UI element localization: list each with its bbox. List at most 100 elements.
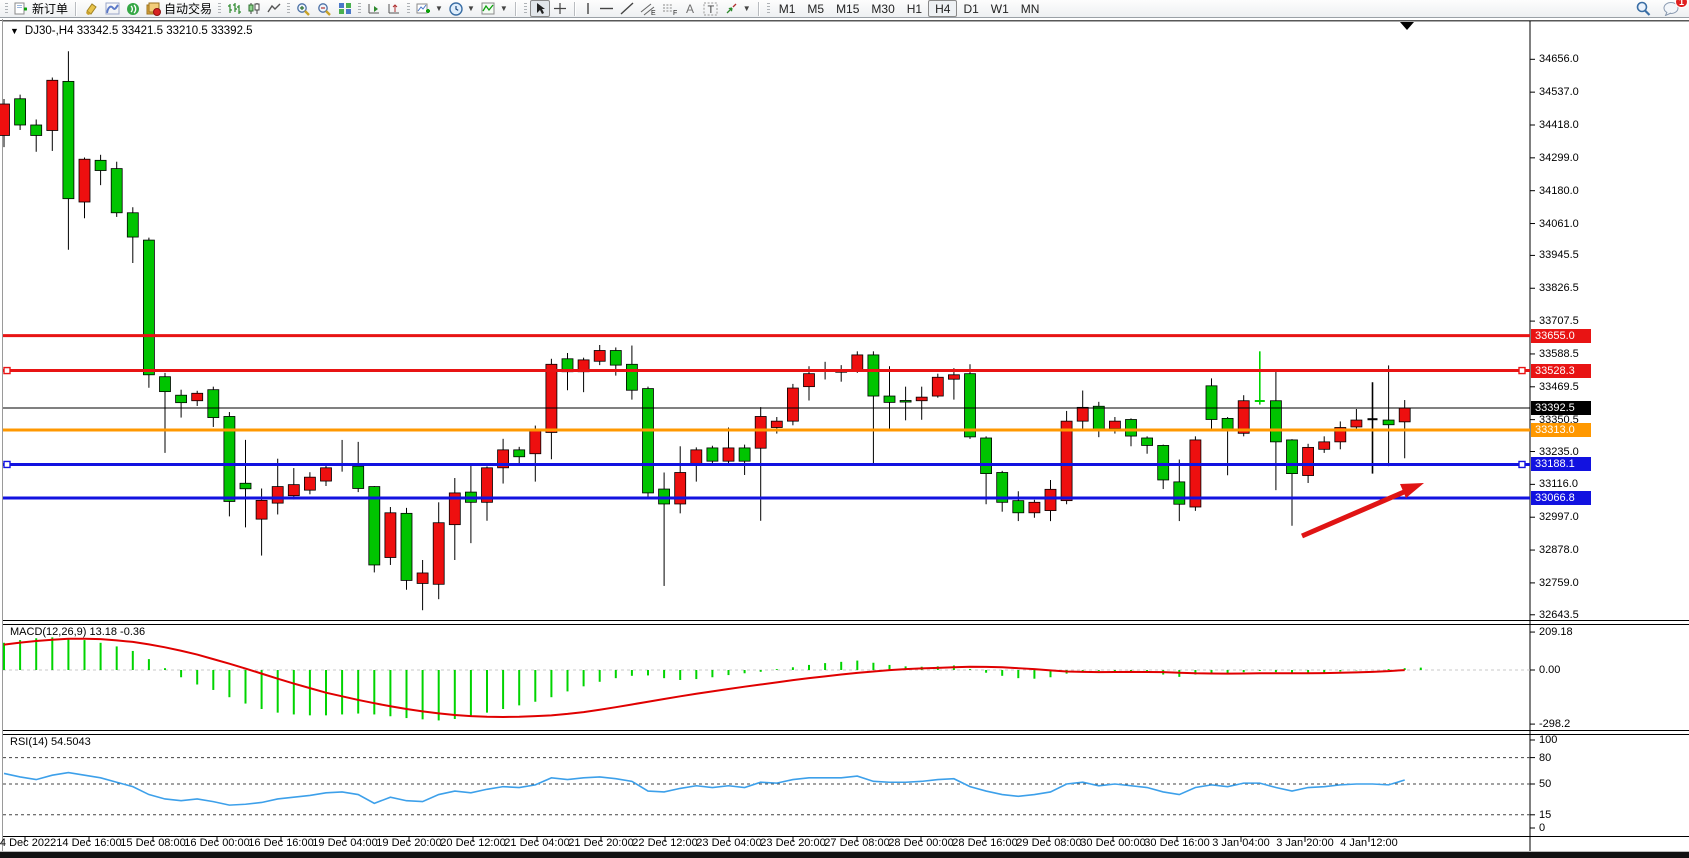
rsi-axis-label: 15 <box>1539 808 1552 821</box>
arrows-tool-button[interactable]: ▼ <box>721 0 754 17</box>
candle-body <box>1060 420 1073 502</box>
candle-body <box>690 449 703 466</box>
time-axis-label: 23 Dec 20:00 <box>760 837 826 849</box>
time-axis-label: 19 Dec 20:00 <box>376 837 442 849</box>
time-axis-label: 19 Dec 04:00 <box>312 837 378 849</box>
equidistant-channel-icon: E <box>640 3 656 16</box>
quote-panel-toggle-icon[interactable]: ▼ <box>10 26 19 36</box>
candle-body <box>931 376 944 397</box>
candle-body <box>175 394 188 404</box>
toolbar-grip <box>287 2 291 15</box>
candle-body <box>626 363 638 391</box>
chart-shift-button[interactable] <box>384 0 404 17</box>
new-chart-button[interactable]: ▼ <box>413 0 446 17</box>
candle-body <box>1318 441 1331 450</box>
line-handle[interactable] <box>1518 460 1526 469</box>
line-handle[interactable] <box>3 460 11 469</box>
timeframe-button-D1[interactable]: D1 <box>963 1 979 16</box>
line-chart-button[interactable] <box>264 0 284 17</box>
price-level-badge: 33188.1 <box>1531 457 1591 472</box>
new-order-button[interactable]: 新订单 <box>11 0 71 17</box>
autotrading-button[interactable]: 自动交易 <box>143 0 215 17</box>
trendline-tool-button[interactable] <box>617 0 637 17</box>
candle-body <box>432 522 445 585</box>
cursor-tool-button[interactable] <box>529 0 550 17</box>
timeframe-button-M15[interactable]: M15 <box>836 1 860 16</box>
main-toolbar: 新订单 自动交易 <box>0 0 1689 18</box>
chart-left-border <box>2 19 3 852</box>
price-tick-label: 33588.5 <box>1539 347 1579 360</box>
timeframe-button-H4[interactable]: H4 <box>928 0 958 17</box>
candle-body <box>738 447 751 462</box>
separator <box>757 1 760 16</box>
candle-body <box>448 492 461 526</box>
channel-tool-button[interactable]: E <box>637 0 659 17</box>
search-button[interactable] <box>1632 0 1654 17</box>
svg-text:E: E <box>651 10 656 16</box>
candle-body <box>1125 419 1137 437</box>
price-tick-label: 33235.0 <box>1539 445 1579 458</box>
horizontal-line-tool-button[interactable] <box>596 0 617 17</box>
vertical-line-tool-button[interactable] <box>580 0 596 17</box>
timeframe-button-M5[interactable]: M5 <box>807 1 825 16</box>
svg-text:A: A <box>686 2 694 15</box>
candle-body <box>1189 439 1202 508</box>
auto-scroll-icon <box>368 4 380 14</box>
zoom-in-icon <box>297 2 310 16</box>
chart-window: ▼ DJ30-,H4 33342.5 33421.5 33210.5 33392… <box>0 19 1689 852</box>
chart-canvas[interactable] <box>0 19 1689 858</box>
timeframe-button-H1[interactable]: H1 <box>906 1 923 16</box>
trend-arrow[interactable] <box>1301 489 1405 539</box>
candle-body <box>1092 405 1105 431</box>
candle-body <box>416 572 429 584</box>
bottom-bar <box>0 852 1689 858</box>
time-axis-label: 28 Dec 16:00 <box>952 837 1018 849</box>
period-button[interactable]: ▼ <box>446 0 478 17</box>
line-handle[interactable] <box>1518 366 1526 375</box>
price-tick-label: 34537.0 <box>1539 86 1579 99</box>
zoom-in-button[interactable] <box>293 0 314 17</box>
dropdown-arrow-icon: ▼ <box>435 4 443 13</box>
metaeditor-button[interactable] <box>81 0 102 17</box>
toolbar-grip <box>407 2 411 15</box>
candlestick-chart-button[interactable] <box>244 0 264 17</box>
text-label-tool-button[interactable]: T <box>700 0 721 17</box>
scroll-marker-icon[interactable] <box>1400 22 1414 30</box>
candle-body <box>46 79 59 131</box>
bar-chart-button[interactable] <box>224 0 244 17</box>
crosshair-tool-button[interactable] <box>550 0 570 17</box>
tile-windows-button[interactable] <box>335 0 355 17</box>
price-tick-label: 34418.0 <box>1539 118 1579 131</box>
separator <box>573 1 576 16</box>
arrows-icon <box>726 3 737 13</box>
timeframe-button-MN[interactable]: MN <box>1020 1 1040 16</box>
time-axis-label: 4 Jan 12:00 <box>1340 837 1398 849</box>
indicators-icon <box>481 2 495 15</box>
notifications-button[interactable]: 1 <box>1660 0 1688 17</box>
candle-body <box>915 396 928 402</box>
candle-body <box>303 476 316 491</box>
timeframe-button-W1[interactable]: W1 <box>990 1 1009 16</box>
separator <box>75 1 78 16</box>
text-tool-button[interactable]: A <box>681 0 700 17</box>
sound-button[interactable] <box>123 0 143 17</box>
time-axis-label: 22 Dec 12:00 <box>632 837 698 849</box>
indicators-button[interactable]: ▼ <box>478 0 511 17</box>
time-axis-label: 14 Dec 2022 <box>0 837 57 849</box>
candle-body <box>62 80 75 200</box>
zoom-out-button[interactable] <box>314 0 335 17</box>
timeframe-button-M1[interactable]: M1 <box>778 1 796 16</box>
market-watch-button[interactable] <box>102 0 123 17</box>
price-tick-label: 33826.5 <box>1539 282 1579 295</box>
trendline-icon <box>620 2 634 15</box>
fibonacci-tool-button[interactable]: F <box>659 0 681 17</box>
price-tick-label: 32997.0 <box>1539 511 1579 524</box>
timeframe-button-M30[interactable]: M30 <box>871 1 895 16</box>
svg-text:T: T <box>707 4 714 16</box>
separator <box>514 1 517 16</box>
line-handle[interactable] <box>3 366 11 375</box>
candle-body <box>803 373 815 388</box>
new-order-icon <box>14 2 27 14</box>
auto-scroll-button[interactable] <box>364 0 384 17</box>
candle-body <box>239 482 252 490</box>
